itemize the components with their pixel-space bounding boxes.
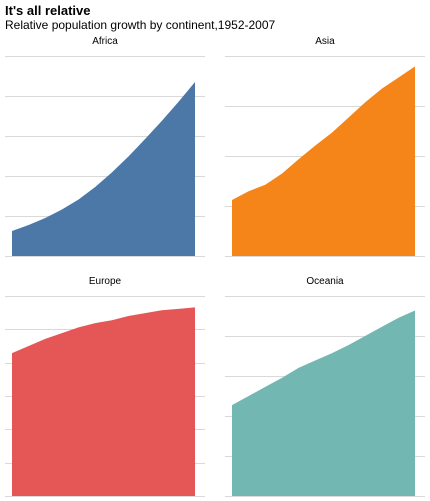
- area-series-oceania: [232, 310, 415, 496]
- facet-asia: Asia: [225, 36, 425, 257]
- chart-title: It's all relative: [5, 3, 91, 18]
- area-series-asia: [232, 66, 415, 257]
- area-series-europe: [12, 307, 195, 496]
- facet-europe: Europe: [5, 276, 205, 497]
- facet-title: Europe: [89, 276, 122, 287]
- facet-title: Oceania: [306, 276, 344, 287]
- facet-oceania: Oceania: [225, 276, 425, 497]
- facet-africa: Africa: [5, 36, 205, 257]
- chart-subtitle: Relative population growth by continent,…: [5, 18, 276, 32]
- facet-title: Africa: [92, 36, 118, 47]
- facet-title: Asia: [315, 36, 335, 47]
- area-series-africa: [12, 82, 195, 256]
